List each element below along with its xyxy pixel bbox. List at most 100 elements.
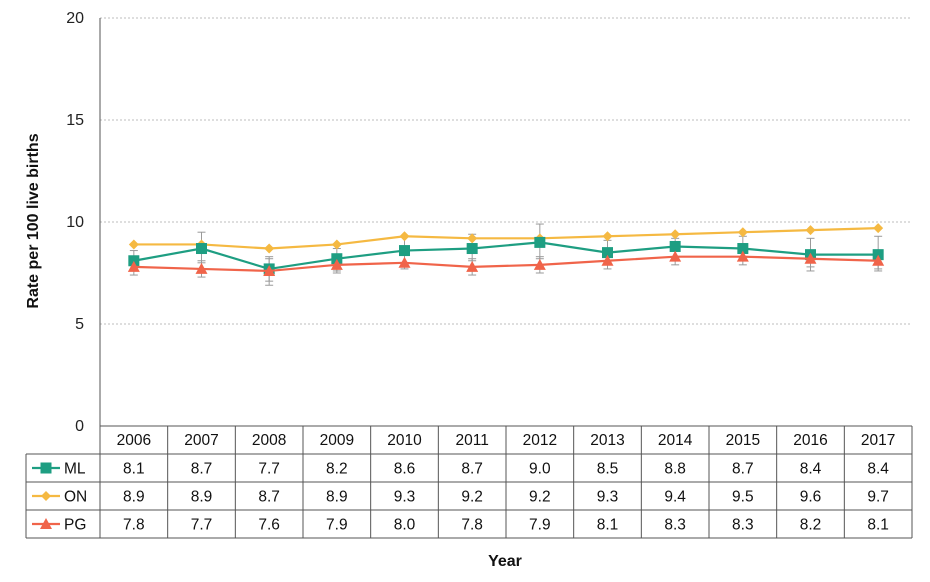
legend-label: ON [64, 489, 87, 506]
series-line [133, 227, 879, 250]
data-point [804, 252, 817, 264]
data-label: 9.4 [664, 489, 686, 506]
x-tick-label: 2013 [590, 432, 624, 449]
data-label: 8.2 [326, 461, 348, 478]
data-point [669, 240, 681, 252]
x-tick-label: 2017 [861, 432, 895, 449]
data-label: 8.6 [394, 461, 416, 478]
y-tick-label: 15 [66, 112, 84, 129]
data-label: 8.3 [664, 517, 686, 534]
data-point [736, 250, 749, 262]
x-tick-label: 2008 [252, 432, 286, 449]
data-point [602, 247, 613, 259]
series-lines [127, 223, 885, 276]
y-axis-label: Rate per 100 live births [25, 133, 42, 308]
data-table: 2006 2007 2008 2009 2010 2011 2012 2013 2014 2015… [25, 425, 913, 539]
data-label: 8.7 [732, 461, 754, 478]
data-label: 7.8 [123, 517, 145, 534]
data-point [466, 260, 479, 272]
data-point [873, 223, 884, 234]
x-tick-label: 2009 [320, 432, 354, 449]
data-label: 9.2 [529, 489, 551, 506]
data-label: 8.4 [867, 461, 889, 478]
data-label: 9.6 [800, 489, 822, 506]
data-point [128, 255, 140, 267]
legend-label: ML [64, 461, 86, 478]
x-axis-label: Year [488, 553, 522, 570]
data-label: 8.2 [800, 517, 822, 534]
data-label: 7.6 [258, 517, 280, 534]
data-label: 8.5 [597, 461, 619, 478]
data-point [127, 260, 140, 272]
data-label: 8.8 [664, 461, 686, 478]
data-point [263, 264, 276, 276]
data-label: 9.7 [867, 489, 889, 506]
x-tick-label: 2006 [117, 432, 151, 449]
data-label: 8.3 [732, 517, 754, 534]
data-point [128, 239, 139, 250]
legend-marker [40, 518, 52, 529]
data-label: 8.7 [258, 489, 280, 506]
legend-label: PG [64, 517, 86, 534]
legend-marker [41, 491, 51, 501]
data-point [669, 250, 682, 262]
data-label: 9.2 [461, 489, 483, 506]
data-label: 7.9 [529, 517, 551, 534]
data-label: 8.9 [191, 489, 213, 506]
data-label: 8.9 [326, 489, 348, 506]
y-tick-label: 0 [75, 418, 84, 435]
data-point [601, 254, 614, 266]
x-tick-label: 2012 [523, 432, 557, 449]
x-tick-label: 2014 [658, 432, 693, 449]
data-label: 9.0 [529, 461, 551, 478]
data-label: 7.9 [326, 517, 348, 534]
data-label: 8.1 [867, 517, 889, 534]
data-label: 7.8 [461, 517, 483, 534]
series-line [133, 241, 879, 271]
data-point [872, 249, 884, 261]
series-pg [127, 250, 885, 276]
data-point [602, 231, 613, 242]
data-point [670, 229, 681, 240]
y-tick-label: 20 [66, 10, 84, 27]
data-point [196, 243, 207, 255]
data-point [737, 243, 749, 255]
x-tick-label: 2010 [387, 432, 422, 449]
x-tick-label: 2011 [455, 432, 488, 449]
data-label: 8.1 [597, 517, 619, 534]
data-point [467, 233, 478, 244]
data-point [737, 227, 748, 238]
x-tick-label: 2016 [793, 432, 827, 449]
data-point [399, 231, 410, 242]
data-point [399, 245, 410, 257]
data-point [805, 225, 816, 236]
data-label: 8.4 [800, 461, 822, 478]
data-point [872, 254, 885, 266]
legend-marker [40, 462, 52, 474]
data-point [195, 262, 208, 274]
y-axis-ticks: 0 5 10 15 20 [66, 10, 101, 435]
data-label: 9.3 [597, 489, 619, 506]
data-point [264, 243, 275, 254]
y-tick-label: 5 [75, 316, 84, 333]
data-label: 7.7 [258, 461, 280, 478]
series-ml [128, 236, 884, 275]
data-point [331, 239, 342, 250]
data-label: 8.0 [394, 517, 416, 534]
data-point [534, 236, 546, 248]
data-point [466, 243, 478, 255]
data-label: 8.7 [191, 461, 213, 478]
data-point [398, 256, 411, 268]
data-point [331, 253, 343, 265]
x-tick-label: 2015 [726, 432, 760, 449]
data-label: 9.3 [394, 489, 416, 506]
x-tick-label: 2007 [184, 432, 218, 449]
data-point [330, 258, 343, 270]
gridlines [100, 17, 912, 325]
series-line [133, 255, 879, 273]
data-label: 9.5 [732, 489, 754, 506]
error-bars [129, 223, 883, 286]
series-on [128, 223, 884, 254]
data-label: 8.9 [123, 489, 145, 506]
